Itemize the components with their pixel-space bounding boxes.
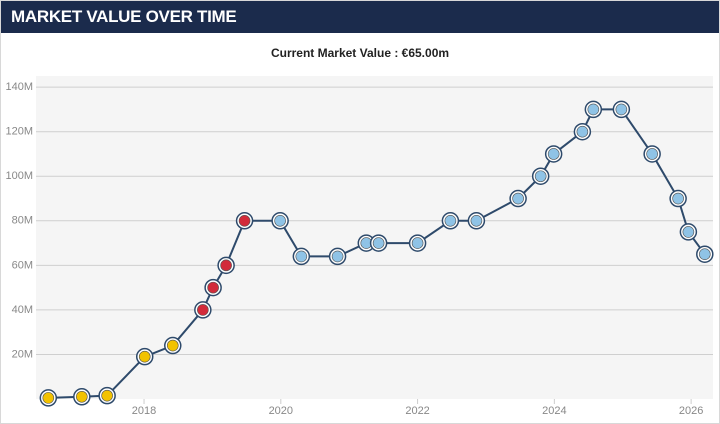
marker-badge <box>166 339 179 352</box>
y-tick-label: 40M <box>12 304 33 316</box>
marker-badge <box>646 148 658 160</box>
marker-badge <box>470 214 483 227</box>
x-tick-label: 2024 <box>542 405 566 417</box>
marker-badge <box>331 250 344 263</box>
marker-badge <box>587 103 600 116</box>
marker-badge <box>207 281 219 294</box>
marker-badge <box>534 170 547 183</box>
marker-badge <box>220 259 232 272</box>
x-tick-label: 2018 <box>132 405 156 417</box>
marker-badge <box>372 237 385 249</box>
marker-badge <box>197 304 209 316</box>
marker-badge <box>444 214 457 227</box>
marker-badge <box>682 226 695 238</box>
y-tick-label: 60M <box>12 259 33 271</box>
marker-badge <box>547 148 560 160</box>
marker-badge <box>274 214 286 227</box>
marker-badge <box>672 192 684 205</box>
marker-badge <box>238 214 251 227</box>
y-tick-label: 120M <box>5 126 33 138</box>
chart-title: Current Market Value : €65.00m <box>271 46 449 60</box>
marker-badge <box>512 192 524 205</box>
marker-badge <box>295 250 308 263</box>
header-title: MARKET VALUE OVER TIME <box>1 1 719 33</box>
x-tick-label: 2020 <box>269 405 293 417</box>
marker-badge <box>698 248 711 261</box>
marker-badge <box>411 237 424 249</box>
y-tick-label: 20M <box>12 348 33 360</box>
y-tick-label: 100M <box>5 170 33 182</box>
marker-badge <box>101 389 113 402</box>
y-tick-label: 80M <box>12 215 33 227</box>
marker-badge <box>576 125 589 138</box>
x-tick-label: 2026 <box>679 405 703 417</box>
x-tick-label: 2022 <box>405 405 429 417</box>
marker-badge <box>138 350 151 363</box>
marker-badge <box>76 390 88 403</box>
y-tick-label: 140M <box>5 81 33 93</box>
chart: Current Market Value : €65.00m 20M 40M 60M… <box>5 46 714 417</box>
marker-badge <box>42 392 55 404</box>
marker-badge <box>615 103 628 116</box>
